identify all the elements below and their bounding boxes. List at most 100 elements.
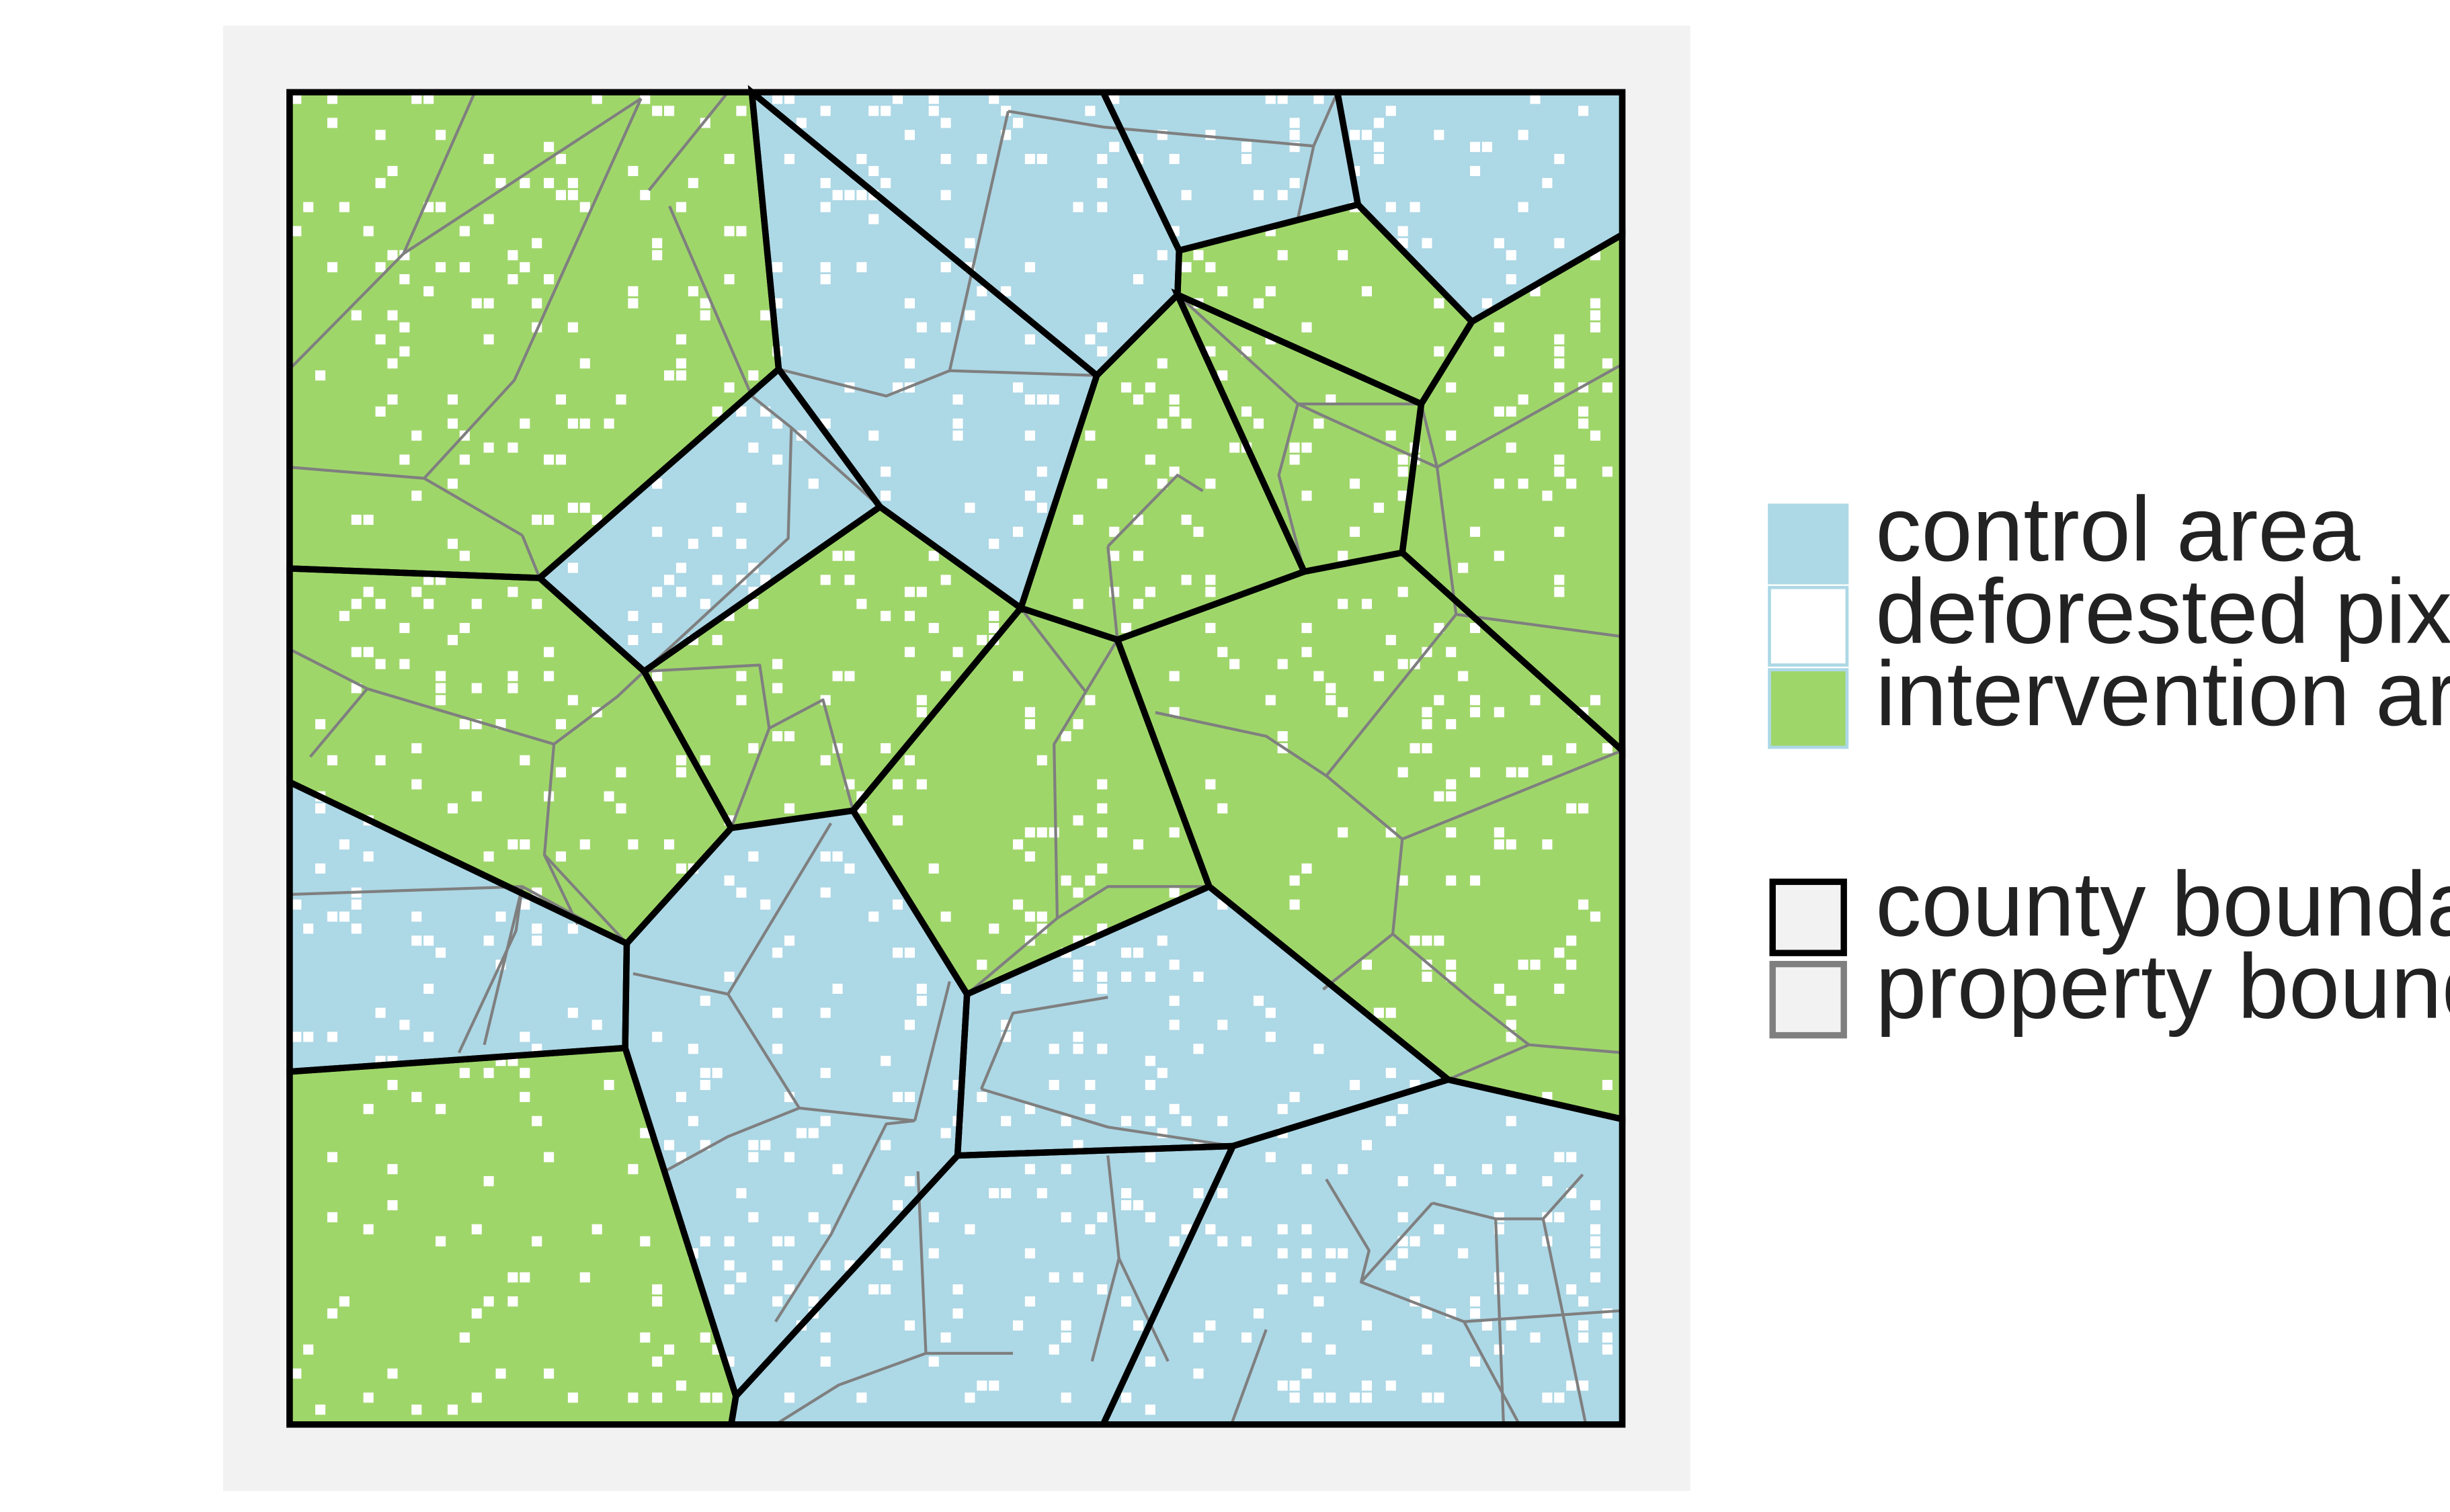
intervention-county-6 <box>1177 294 1422 572</box>
deforested-pixel <box>495 911 506 922</box>
property-boundary-line <box>1325 1178 1434 1284</box>
deforested-pixel <box>893 779 903 790</box>
deforested-pixel <box>820 887 831 898</box>
deforested-pixel <box>483 1296 494 1307</box>
deforested-pixel <box>315 863 326 874</box>
deforested-pixel <box>1470 142 1481 153</box>
deforested-pixel <box>784 731 795 742</box>
deforested-pixel <box>1397 491 1408 501</box>
deforested-pixel <box>1385 1068 1396 1079</box>
deforested-pixel <box>808 1296 819 1307</box>
deforested-pixel <box>928 106 939 116</box>
deforested-pixel <box>1434 298 1444 308</box>
deforested-pixel <box>796 1128 807 1138</box>
deforested-pixel <box>1217 1019 1228 1030</box>
deforested-pixel <box>471 298 482 308</box>
deforested-pixel <box>881 1248 891 1259</box>
deforested-pixel <box>532 1116 542 1126</box>
deforested-pixel <box>1554 1212 1565 1222</box>
deforested-pixel <box>1145 1356 1155 1367</box>
deforested-pixel <box>327 755 338 765</box>
deforested-pixel <box>832 190 843 200</box>
deforested-pixel <box>591 1019 602 1030</box>
deforested-pixel <box>748 442 759 453</box>
deforested-pixel <box>1350 1392 1360 1403</box>
deforested-pixel <box>1494 707 1504 718</box>
deforested-pixel <box>1350 130 1360 140</box>
property-boundary-line <box>1391 933 1623 1054</box>
deforested-pixel <box>712 406 723 417</box>
deforested-pixel <box>1085 334 1096 345</box>
property-boundary-line <box>402 91 477 255</box>
deforested-pixel <box>952 394 963 405</box>
deforested-pixel <box>1073 815 1084 826</box>
deforested-pixel <box>676 1380 686 1391</box>
deforested-pixel <box>1133 274 1143 285</box>
deforested-pixel <box>604 1079 614 1091</box>
deforested-pixel <box>1338 250 1348 261</box>
deforested-pixel <box>1554 983 1565 994</box>
deforested-pixel <box>989 93 999 104</box>
deforested-pixel <box>315 803 326 814</box>
deforested-pixel <box>363 1103 374 1114</box>
deforested-pixel <box>893 1200 903 1211</box>
deforested-pixel <box>1602 1308 1612 1319</box>
deforested-pixel <box>1277 731 1288 742</box>
deforested-pixel <box>784 1152 795 1163</box>
deforested-pixel <box>784 935 795 946</box>
deforested-pixel <box>724 971 735 982</box>
deforested-pixel <box>652 1296 663 1307</box>
deforested-pixel <box>1205 587 1216 597</box>
deforested-pixel <box>676 1091 686 1102</box>
deforested-pixel <box>1494 478 1504 489</box>
property-boundary-line <box>1420 403 1439 468</box>
deforested-pixel <box>1289 442 1300 453</box>
deforested-pixel <box>1277 250 1288 261</box>
deforested-pixel <box>1301 646 1312 657</box>
property-boundary-line <box>423 97 643 480</box>
deforested-pixel <box>1097 1212 1108 1222</box>
deforested-pixel <box>1481 142 1492 153</box>
deforested-pixel <box>555 851 567 862</box>
deforested-pixel <box>1024 719 1035 730</box>
deforested-pixel <box>387 1200 398 1211</box>
property-boundary-line <box>774 1351 927 1426</box>
deforested-pixel <box>652 1032 663 1042</box>
deforested-pixel <box>748 1212 759 1222</box>
deforested-pixel <box>844 671 855 681</box>
deforested-pixel <box>1554 575 1565 585</box>
deforested-pixel <box>664 1140 675 1150</box>
deforested-pixel <box>772 659 783 669</box>
deforested-pixel <box>315 719 326 730</box>
deforested-pixel <box>1470 767 1481 778</box>
deforested-pixel <box>1518 1284 1528 1295</box>
deforested-pixel <box>808 1212 819 1222</box>
deforested-pixel <box>1554 346 1565 357</box>
deforested-pixel <box>303 1032 314 1042</box>
deforested-pixel <box>411 935 422 946</box>
deforested-pixel <box>1121 622 1132 634</box>
deforested-pixel <box>1085 1079 1096 1091</box>
deforested-pixel <box>1169 960 1180 970</box>
deforested-pixel <box>1181 1116 1192 1126</box>
deforested-pixel <box>784 93 795 104</box>
property-boundary-line <box>1360 1280 1623 1323</box>
deforested-pixel <box>555 154 567 165</box>
deforested-pixel <box>616 767 626 778</box>
deforested-pixel <box>1073 1032 1084 1042</box>
deforested-pixel <box>1001 286 1012 296</box>
deforested-pixel <box>423 983 434 994</box>
property-boundary-line <box>1297 363 1623 469</box>
deforested-pixel <box>327 262 338 273</box>
property-boundary-line <box>1432 1173 1584 1220</box>
deforested-pixel <box>1289 899 1300 910</box>
deforested-pixel <box>1181 418 1192 429</box>
deforested-pixel <box>1566 803 1577 814</box>
deforested-pixel <box>1169 1236 1180 1247</box>
deforested-pixel <box>1024 334 1035 345</box>
deforested-pixel <box>904 611 915 622</box>
deforested-pixel <box>736 226 747 237</box>
deforested-pixel <box>712 526 723 537</box>
deforested-pixel <box>1301 1368 1312 1379</box>
deforested-pixel <box>327 118 338 128</box>
